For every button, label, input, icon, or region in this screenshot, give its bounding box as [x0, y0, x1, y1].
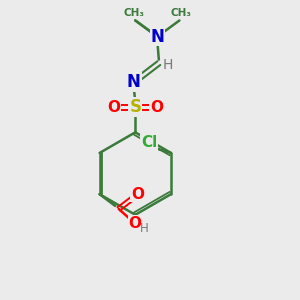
- Text: N: N: [150, 28, 164, 46]
- Text: Cl: Cl: [141, 135, 157, 150]
- Text: N: N: [127, 73, 141, 91]
- Text: H: H: [163, 58, 173, 72]
- Text: O: O: [150, 100, 163, 115]
- Text: CH₃: CH₃: [123, 8, 144, 17]
- Text: H: H: [140, 222, 149, 235]
- Text: O: O: [108, 100, 121, 115]
- Text: CH₃: CH₃: [170, 8, 191, 17]
- Text: O: O: [131, 187, 144, 202]
- Text: S: S: [129, 98, 141, 116]
- Text: O: O: [128, 216, 141, 231]
